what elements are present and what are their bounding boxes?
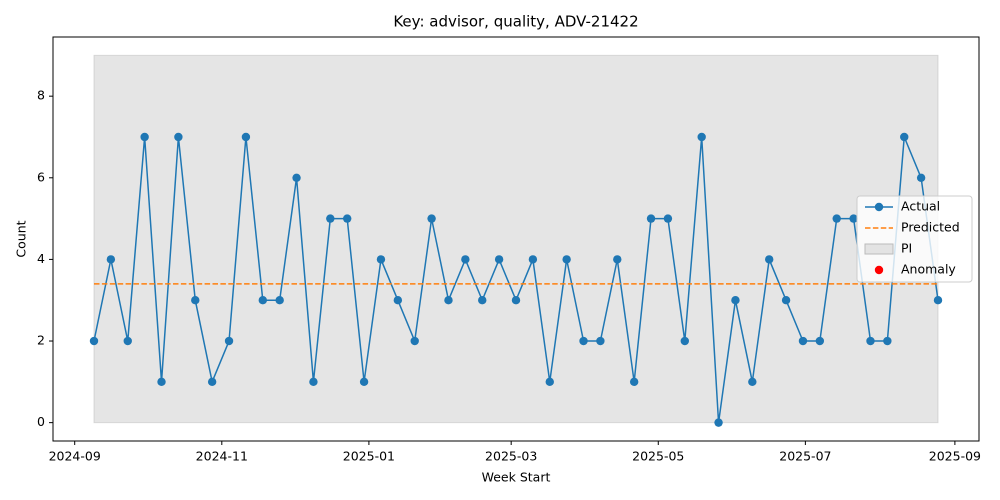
data-point bbox=[309, 377, 318, 387]
data-point bbox=[342, 214, 352, 223]
data-point bbox=[629, 377, 639, 387]
pi-band bbox=[93, 54, 939, 424]
data-point bbox=[494, 255, 504, 264]
data-point bbox=[562, 255, 571, 264]
data-point bbox=[916, 173, 926, 182]
data-point bbox=[123, 336, 132, 346]
data-point bbox=[461, 255, 470, 264]
y-tick-label: 4 bbox=[37, 251, 45, 266]
data-point bbox=[89, 336, 99, 346]
data-point bbox=[849, 214, 858, 223]
data-point bbox=[748, 377, 757, 387]
x-tick-label: 2025-09 bbox=[929, 449, 981, 464]
legend-label: PI bbox=[901, 241, 912, 256]
y-tick-label: 6 bbox=[37, 169, 45, 184]
data-point bbox=[359, 377, 369, 387]
y-axis-label: Count bbox=[14, 220, 29, 257]
plot-frame bbox=[52, 36, 980, 442]
x-tick-label: 2025-03 bbox=[485, 449, 537, 464]
data-point bbox=[933, 296, 943, 305]
data-point bbox=[781, 296, 791, 305]
data-point bbox=[241, 132, 251, 142]
data-point bbox=[292, 173, 301, 182]
data-point bbox=[157, 377, 166, 387]
data-point bbox=[511, 296, 521, 305]
chart-title: Key: advisor, quality, ADV-21422 bbox=[393, 13, 638, 31]
data-point bbox=[207, 377, 217, 387]
data-point bbox=[191, 296, 200, 305]
data-point bbox=[528, 255, 538, 264]
data-point bbox=[697, 132, 706, 142]
data-point bbox=[376, 255, 386, 264]
legend-label: Predicted bbox=[901, 220, 960, 235]
data-point bbox=[832, 214, 841, 223]
data-point bbox=[714, 418, 723, 427]
data-point bbox=[275, 296, 284, 305]
data-point bbox=[883, 336, 892, 346]
legend-patch bbox=[864, 243, 894, 255]
data-point bbox=[326, 214, 335, 223]
legend-marker bbox=[874, 265, 884, 275]
data-point bbox=[613, 255, 622, 264]
data-point bbox=[393, 296, 403, 305]
x-tick-label: 2025-05 bbox=[632, 449, 684, 464]
data-point bbox=[596, 336, 605, 346]
legend-label: Anomaly bbox=[901, 262, 956, 277]
data-point bbox=[174, 132, 183, 142]
y-tick-label: 8 bbox=[37, 88, 45, 103]
data-point bbox=[815, 336, 825, 346]
data-point bbox=[765, 255, 774, 264]
data-point bbox=[545, 377, 554, 387]
x-tick-label: 2025-01 bbox=[343, 449, 395, 464]
data-point bbox=[258, 296, 267, 305]
data-point bbox=[680, 336, 690, 346]
data-point bbox=[579, 336, 588, 346]
data-point bbox=[427, 214, 436, 223]
x-tick-label: 2024-11 bbox=[196, 449, 248, 464]
data-point bbox=[798, 336, 808, 346]
x-axis-label: Week Start bbox=[482, 470, 551, 485]
data-point bbox=[731, 296, 740, 305]
y-tick-label: 0 bbox=[37, 414, 45, 429]
data-point bbox=[106, 255, 116, 264]
data-point bbox=[663, 214, 673, 223]
data-point bbox=[140, 132, 149, 142]
data-point bbox=[900, 132, 909, 142]
legend-box bbox=[856, 195, 973, 283]
x-tick-label: 2024-09 bbox=[49, 449, 101, 464]
data-point bbox=[478, 296, 487, 305]
x-tick-label: 2025-07 bbox=[779, 449, 831, 464]
data-point bbox=[646, 214, 656, 223]
data-point bbox=[866, 336, 875, 346]
data-point bbox=[224, 336, 234, 346]
data-point bbox=[444, 296, 453, 305]
data-point bbox=[410, 336, 419, 346]
legend-marker bbox=[874, 202, 884, 212]
y-tick-label: 2 bbox=[37, 333, 45, 348]
legend-label: Actual bbox=[901, 199, 940, 214]
